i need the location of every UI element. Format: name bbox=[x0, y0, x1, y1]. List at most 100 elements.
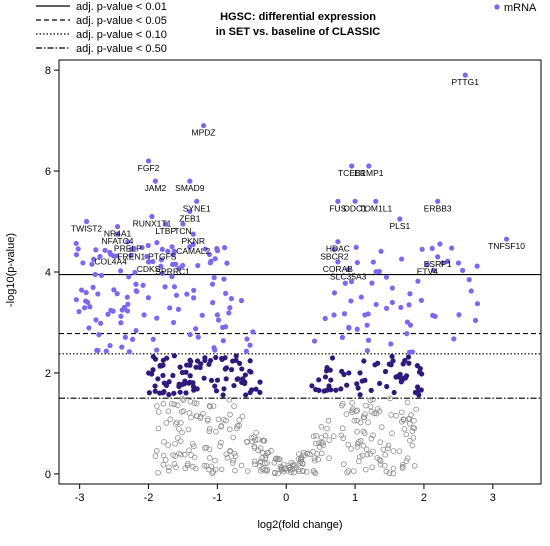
gene-label-tom1l1: TOM1L1 bbox=[359, 203, 392, 213]
gene-point-nfatc4 bbox=[114, 231, 121, 237]
ns-point bbox=[233, 425, 240, 432]
strong-point bbox=[214, 248, 221, 254]
strong-point bbox=[154, 347, 160, 353]
strong-point bbox=[342, 280, 348, 286]
ns-point bbox=[152, 453, 159, 459]
gene-point-esrp1 bbox=[435, 254, 441, 260]
moderate-point bbox=[235, 376, 241, 382]
ns-point bbox=[298, 456, 304, 463]
ns-point bbox=[411, 463, 418, 469]
gene-point-fgf2 bbox=[145, 158, 152, 164]
ns-point bbox=[349, 409, 355, 415]
moderate-point bbox=[247, 358, 253, 364]
ns-point bbox=[186, 447, 192, 454]
moderate-point bbox=[146, 390, 152, 396]
ns-point bbox=[271, 459, 278, 466]
strong-point bbox=[415, 278, 421, 284]
ns-point bbox=[180, 397, 187, 403]
strong-point bbox=[165, 248, 171, 254]
ns-point bbox=[176, 450, 182, 457]
strong-point bbox=[199, 312, 205, 318]
strong-point bbox=[175, 306, 182, 312]
moderate-point bbox=[414, 384, 421, 390]
ns-point bbox=[165, 467, 172, 474]
ns-point bbox=[203, 463, 210, 469]
strong-point bbox=[191, 287, 197, 293]
ns-point bbox=[244, 468, 251, 474]
gene-label-fus: FUS bbox=[329, 203, 346, 213]
ns-point bbox=[275, 470, 281, 477]
strong-point bbox=[407, 291, 413, 297]
strong-point bbox=[364, 322, 370, 328]
ns-point bbox=[311, 469, 317, 476]
strong-point bbox=[223, 290, 229, 296]
strong-point bbox=[128, 252, 134, 259]
strong-point bbox=[126, 349, 132, 355]
strong-point bbox=[89, 261, 95, 267]
gene-label-pknr: PKNR bbox=[181, 236, 205, 246]
moderate-point bbox=[206, 361, 212, 367]
ns-point bbox=[363, 402, 369, 409]
gene-label-smad9: SMAD9 bbox=[175, 183, 205, 193]
ns-point bbox=[260, 465, 267, 471]
ns-point bbox=[179, 429, 185, 436]
ns-point bbox=[380, 446, 387, 453]
ns-point bbox=[291, 469, 297, 476]
x-tick-label: -3 bbox=[75, 492, 85, 504]
ns-point bbox=[217, 443, 223, 449]
x-tick-label: 1 bbox=[352, 492, 358, 504]
x-tick-label: -1 bbox=[212, 492, 222, 504]
ns-point bbox=[368, 435, 375, 442]
ns-point bbox=[303, 469, 310, 475]
strong-point bbox=[193, 326, 199, 332]
strong-point bbox=[184, 291, 190, 297]
ns-point bbox=[413, 406, 419, 413]
moderate-point bbox=[403, 373, 410, 379]
moderate-point bbox=[391, 389, 397, 396]
ns-point bbox=[320, 440, 326, 446]
strong-point bbox=[370, 259, 376, 265]
ns-point bbox=[356, 458, 362, 465]
strong-point bbox=[117, 268, 124, 274]
ns-point bbox=[238, 462, 245, 469]
gene-point-slc35a3 bbox=[345, 266, 351, 273]
strong-point bbox=[215, 317, 222, 323]
ns-point bbox=[200, 410, 206, 417]
gene-label-ptgfs: PTGFS bbox=[148, 251, 177, 261]
chart-title-line1: HGSC: differential expression bbox=[220, 11, 376, 23]
gene-point-col4a4 bbox=[108, 251, 114, 257]
ns-point bbox=[206, 403, 213, 409]
strong-point bbox=[139, 244, 145, 251]
strong-point bbox=[103, 348, 109, 354]
strong-point bbox=[176, 265, 182, 272]
ns-point bbox=[278, 467, 285, 473]
ns-point bbox=[378, 424, 385, 430]
strong-point bbox=[404, 331, 410, 337]
ns-point bbox=[310, 433, 317, 440]
strong-point bbox=[95, 291, 101, 297]
strong-point bbox=[97, 253, 103, 260]
strong-point bbox=[212, 256, 218, 262]
gene-label-sprrc1: SPRRC1 bbox=[155, 266, 190, 276]
moderate-point bbox=[228, 367, 235, 373]
ns-point bbox=[324, 425, 330, 432]
strong-point bbox=[75, 246, 81, 252]
ns-point bbox=[251, 458, 258, 465]
moderate-point bbox=[176, 381, 182, 387]
moderate-point bbox=[344, 382, 350, 388]
ns-point bbox=[155, 469, 161, 476]
ns-point bbox=[400, 416, 407, 423]
ns-point bbox=[367, 403, 374, 410]
strong-point bbox=[150, 258, 156, 265]
legend-label-050: adj. p-value < 0.50 bbox=[76, 43, 167, 55]
ns-point bbox=[382, 451, 389, 458]
moderate-point bbox=[160, 372, 166, 379]
gene-point-tceb1 bbox=[349, 163, 355, 169]
strong-point bbox=[107, 342, 113, 349]
ns-point bbox=[408, 412, 414, 418]
ns-point bbox=[376, 408, 383, 415]
ns-point bbox=[367, 397, 374, 404]
strong-point bbox=[451, 336, 457, 342]
ns-point bbox=[193, 400, 200, 407]
ns-point bbox=[244, 438, 250, 445]
